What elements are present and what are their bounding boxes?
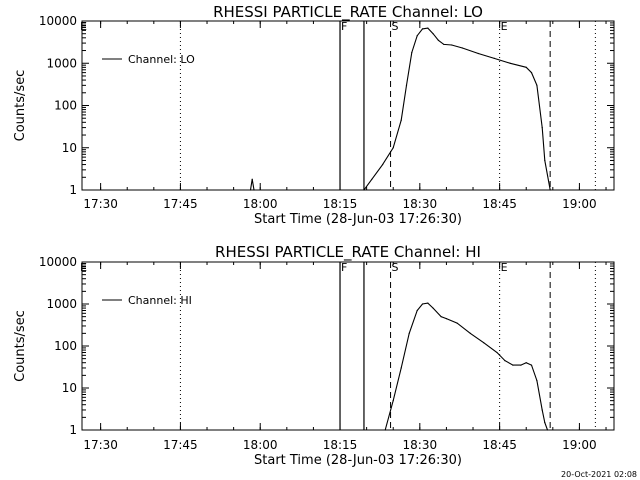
data-point — [411, 51, 413, 54]
data-point — [405, 84, 408, 86]
data-point — [443, 43, 445, 46]
data-point — [392, 147, 394, 149]
x-tick-label: 19:00 — [562, 197, 597, 211]
data-point — [421, 28, 424, 30]
x-tick-label: 18:45 — [482, 197, 517, 211]
x-tick-label: 18:30 — [403, 438, 438, 452]
series-line — [384, 302, 549, 431]
edge-marker-label: E — [80, 261, 87, 274]
data-point — [451, 44, 453, 46]
y-tick-label: 1000 — [46, 297, 77, 311]
legend-label: Channel: LO — [128, 53, 195, 66]
y-tick-label: 1 — [69, 183, 77, 197]
data-point — [382, 164, 384, 166]
time-marker-label: E — [501, 20, 508, 33]
time-marker-label: E — [501, 261, 508, 274]
x-tick-label: 18:15 — [323, 197, 358, 211]
data-point — [437, 39, 439, 41]
time-marker-label: F — [341, 20, 347, 33]
data-point — [440, 316, 442, 318]
x-tick-label: 17:45 — [163, 438, 198, 452]
x-tick-label: 17:30 — [83, 197, 118, 211]
data-point — [427, 302, 429, 304]
x-tick-label: 17:45 — [163, 197, 198, 211]
data-point — [530, 364, 533, 366]
y-tick-label: 1 — [69, 423, 77, 437]
data-point — [416, 35, 418, 37]
data-point — [477, 52, 479, 55]
data-point — [469, 332, 471, 334]
plot-frame — [81, 20, 615, 191]
data-point — [392, 400, 394, 402]
data-point — [400, 119, 402, 121]
hi-channel-panel: RHESSI PARTICLE_RATE Channel: HI 1 10 100 10… — [13, 243, 615, 468]
data-point — [483, 342, 485, 344]
x-axis-label: Start Time (28-Jun-03 17:26:30) — [254, 453, 462, 468]
data-point — [536, 84, 538, 86]
y-tick-label: 10 — [62, 381, 77, 395]
edge-marker-label: E — [80, 20, 87, 33]
data-point — [427, 27, 429, 29]
data-point — [253, 189, 255, 191]
data-point — [445, 318, 447, 320]
data-point — [416, 309, 418, 312]
data-point — [544, 422, 546, 424]
x-tick-label: 17:30 — [83, 438, 118, 452]
data-point — [363, 189, 365, 191]
data-point — [461, 47, 463, 49]
data-point — [530, 72, 533, 74]
data-point — [432, 33, 434, 35]
data-point — [432, 307, 434, 309]
data-point — [456, 322, 458, 324]
x-axis-label: Start Time (28-Jun-03 17:26:30) — [254, 212, 462, 227]
chart-title: RHESSI PARTICLE_RATE Channel: HI — [215, 243, 481, 262]
data-point — [400, 367, 402, 369]
x-tick-label: 18:00 — [243, 197, 278, 211]
data-point — [546, 429, 549, 431]
footer-timestamp: 20-Oct-2021 02:08 — [561, 470, 637, 479]
data-point — [541, 409, 543, 411]
data-point — [509, 62, 511, 64]
data-point — [549, 189, 551, 191]
y-tick-label: 10000 — [39, 14, 77, 28]
y-tick-label: 100 — [54, 339, 77, 353]
y-tick-label: 10000 — [39, 255, 77, 269]
x-tick-label: 19:00 — [562, 438, 597, 452]
time-marker-label: F — [341, 261, 347, 274]
data-point — [408, 332, 410, 334]
x-tick-label: 18:45 — [482, 438, 517, 452]
data-point — [251, 178, 253, 180]
data-point — [536, 380, 538, 382]
lo-channel-panel: RHESSI PARTICLE_RATE Channel: LO 1 10 100 10… — [13, 3, 615, 227]
y-tick-label: 1000 — [46, 56, 77, 70]
x-tick-label: 18:00 — [243, 438, 278, 452]
data-point — [520, 364, 522, 366]
chart-title: RHESSI PARTICLE_RATE Channel: LO — [213, 3, 483, 22]
data-point — [544, 159, 546, 162]
time-marker-label: S — [392, 20, 399, 33]
y-axis-label: Counts/sec — [13, 310, 28, 382]
time-marker-label: S — [392, 261, 399, 274]
data-point — [496, 351, 498, 354]
data-point — [384, 429, 386, 431]
data-point — [512, 364, 514, 366]
x-tick-label: 18:15 — [323, 438, 358, 452]
data-point — [525, 66, 527, 68]
y-axis-label: Counts/sec — [13, 70, 28, 142]
data-point — [249, 189, 252, 191]
data-point — [504, 360, 506, 362]
series-line — [249, 27, 551, 191]
data-point — [541, 127, 543, 129]
data-point — [493, 57, 495, 60]
data-point — [421, 303, 424, 305]
y-tick-label: 100 — [54, 99, 77, 113]
y-tick-label: 10 — [62, 141, 77, 155]
legend-label: Channel: HI — [128, 294, 192, 307]
plot-frame — [81, 261, 615, 431]
x-tick-label: 18:30 — [403, 197, 438, 211]
data-point — [371, 178, 373, 180]
data-point — [525, 362, 527, 364]
